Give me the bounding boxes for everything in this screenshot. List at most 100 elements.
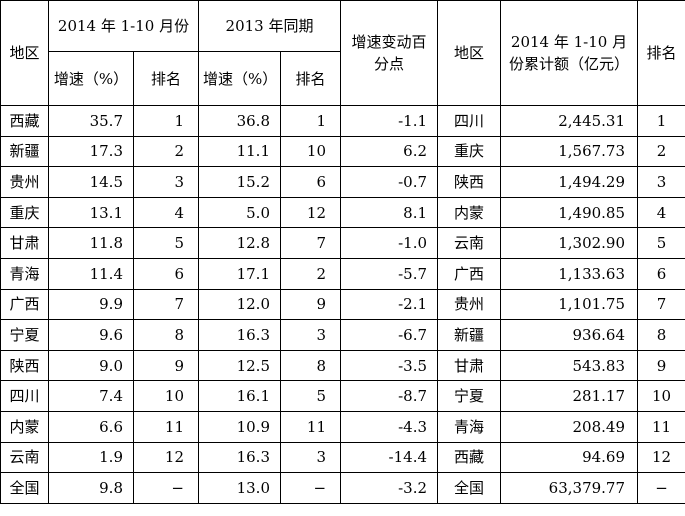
- table-cell: 4: [133, 196, 199, 229]
- table-cell: 8.1: [340, 196, 439, 229]
- table-row: 西藏 35.7 1 36.8 1 -1.1 四川 2,445.31 1: [0, 105, 685, 137]
- table-cell: 10: [637, 380, 685, 412]
- table-cell: 内蒙: [437, 196, 502, 229]
- table-cell: 35.7: [48, 105, 134, 137]
- header-cell: 排名: [133, 51, 199, 106]
- table-cell: 5.0: [198, 196, 281, 229]
- table-row: 全国 9.8−13.0− -3.2 全国 63,379.77−: [0, 472, 685, 504]
- table-cell: 9.6: [48, 319, 134, 351]
- table-cell: 宁夏: [0, 319, 49, 351]
- table-row: 地区 2014 年 1-10 月份 2013 年同期 增速变动百分点 地区 2014 年 …: [0, 0, 685, 106]
- header-cell: 增速（%）: [48, 51, 134, 106]
- table-cell: -5.7: [340, 257, 439, 290]
- table-cell: 6: [637, 257, 685, 290]
- table-cell: 36.8: [198, 105, 281, 137]
- table-row: 内蒙 6.6 11 10.9 11 -4.3 青海 208.49 11: [0, 410, 685, 443]
- table-cell: 10: [279, 135, 342, 168]
- table-cell: 四川: [0, 380, 49, 412]
- table-cell: 11.1: [198, 135, 281, 168]
- table-cell: 1,494.29: [500, 166, 639, 198]
- table-cell: 936.64: [500, 319, 639, 351]
- table-cell: 1,101.75: [500, 288, 639, 321]
- table-cell: -8.7: [340, 380, 439, 412]
- table-cell: 1: [279, 105, 342, 137]
- table-cell: 14.5: [48, 166, 134, 198]
- table-cell: 5: [279, 380, 342, 412]
- table-cell: 11: [279, 410, 342, 443]
- table-cell: 陕西: [437, 166, 502, 198]
- table-cell: 17.3: [48, 135, 134, 168]
- table-cell: 12.5: [198, 349, 281, 382]
- header-cell: 2013 年同期: [197, 0, 342, 52]
- table-cell: 西藏: [437, 441, 502, 474]
- table-cell: 12.8: [198, 227, 281, 259]
- table-row: 重庆 13.1 4 5.0 12 8.1 内蒙 1,490.85 4: [0, 196, 685, 229]
- table-cell: 12.0: [198, 288, 281, 321]
- table-cell: -1.0: [340, 227, 439, 259]
- table-cell: 云南: [437, 227, 502, 259]
- table-cell: 7.4: [48, 380, 134, 412]
- header-cell: 地区: [437, 0, 502, 106]
- table-cell: 3: [279, 319, 342, 351]
- table-cell: 全国: [0, 472, 49, 504]
- table-cell: 2,445.31: [500, 105, 639, 137]
- table-cell: 9.9: [48, 288, 134, 321]
- table-cell: 10.9: [198, 410, 281, 443]
- table-cell: 12: [279, 196, 342, 229]
- table-cell: 1: [637, 105, 685, 137]
- table-cell: -4.3: [340, 410, 439, 443]
- table-cell: 新疆: [0, 135, 49, 168]
- table-cell: 广西: [0, 288, 49, 321]
- table-cell: 12: [637, 441, 685, 474]
- table-cell: 甘肃: [437, 349, 502, 382]
- table-cell: −: [133, 472, 199, 504]
- table-row: 四川 7.4 10 16.1 5 -8.7 宁夏 281.17 10: [0, 380, 685, 412]
- table-cell: -14.4: [340, 441, 439, 474]
- table-cell: 16.3: [198, 319, 281, 351]
- table-cell: -3.2: [340, 472, 439, 504]
- table-cell: 6: [133, 257, 199, 290]
- table-cell: 贵州: [437, 288, 502, 321]
- table-cell: 2: [279, 257, 342, 290]
- table-row: 甘肃 11.8 5 12.8 7 -1.0 云南 1,302.90 5: [0, 227, 685, 259]
- table-cell: 16.3: [198, 441, 281, 474]
- table-cell: 重庆: [437, 135, 502, 168]
- table-cell: -1.1: [340, 105, 439, 137]
- table-cell: 5: [637, 227, 685, 259]
- table-row: 宁夏 9.6 8 16.3 3 -6.7 新疆 936.64 8: [0, 319, 685, 351]
- table-row: 贵州 14.5 3 15.2 6 -0.7 陕西 1,494.29 3: [0, 166, 685, 198]
- table-cell: 9.8: [48, 472, 134, 504]
- table-cell: 内蒙: [0, 410, 49, 443]
- table-cell: 1,302.90: [500, 227, 639, 259]
- table-row: 云南 1.9 12 16.3 3 -14.4 西藏 94.69 12: [0, 441, 685, 474]
- table-cell: 甘肃: [0, 227, 49, 259]
- table-cell: 208.49: [500, 410, 639, 443]
- table-cell: 4: [637, 196, 685, 229]
- table-cell: 云南: [0, 441, 49, 474]
- table-cell: 11.8: [48, 227, 134, 259]
- table-cell: 8: [637, 319, 685, 351]
- table-cell: 1,133.63: [500, 257, 639, 290]
- header-cell: 2014 年 1-10 月份: [48, 0, 199, 52]
- table-cell: 13.0: [198, 472, 281, 504]
- table-cell: 9.0: [48, 349, 134, 382]
- header-cell: 增速变动百分点: [340, 0, 439, 106]
- table-cell: -6.7: [340, 319, 439, 351]
- table-cell: 5: [133, 227, 199, 259]
- table-cell: 1.9: [48, 441, 134, 474]
- table-cell: 1: [133, 105, 199, 137]
- table-row: 增速（%） 排名 增速（%） 排名: [1, 51, 685, 106]
- header-cell: 增速（%）: [198, 51, 281, 106]
- table-cell: 宁夏: [437, 380, 502, 412]
- table-cell: 8: [279, 349, 342, 382]
- table-cell: 3: [133, 166, 199, 198]
- table-cell: 9: [279, 288, 342, 321]
- table-cell: 11.4: [48, 257, 134, 290]
- table-cell: 10: [133, 380, 199, 412]
- table-cell: 9: [133, 349, 199, 382]
- table-cell: 广西: [437, 257, 502, 290]
- table-cell: 13.1: [48, 196, 134, 229]
- table-cell: 63,379.77: [500, 472, 639, 504]
- table-cell: 11: [637, 410, 685, 443]
